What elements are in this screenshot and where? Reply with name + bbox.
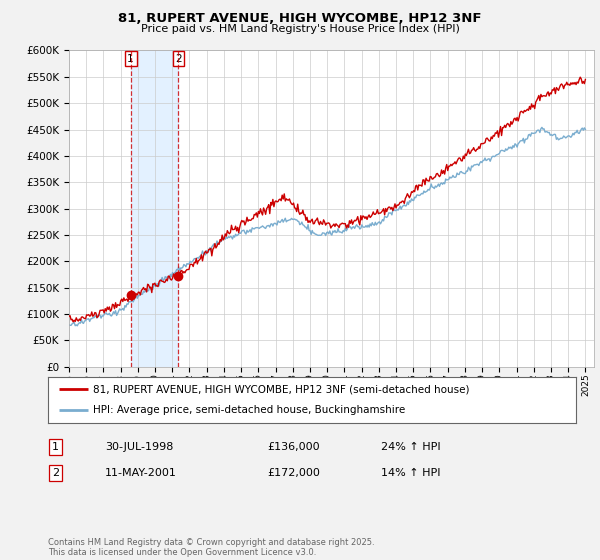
Text: Price paid vs. HM Land Registry's House Price Index (HPI): Price paid vs. HM Land Registry's House … (140, 24, 460, 34)
Text: 14% ↑ HPI: 14% ↑ HPI (381, 468, 440, 478)
Text: 1: 1 (127, 54, 134, 64)
Bar (131, 50, 178, 367)
Text: 24% ↑ HPI: 24% ↑ HPI (381, 442, 440, 452)
Text: 2: 2 (175, 54, 182, 64)
Text: 11-MAY-2001: 11-MAY-2001 (105, 468, 177, 478)
Text: £136,000: £136,000 (267, 442, 320, 452)
Text: 81, RUPERT AVENUE, HIGH WYCOMBE, HP12 3NF: 81, RUPERT AVENUE, HIGH WYCOMBE, HP12 3N… (118, 12, 482, 25)
Text: Contains HM Land Registry data © Crown copyright and database right 2025.
This d: Contains HM Land Registry data © Crown c… (48, 538, 374, 557)
Text: £172,000: £172,000 (267, 468, 320, 478)
Text: 81, RUPERT AVENUE, HIGH WYCOMBE, HP12 3NF (semi-detached house): 81, RUPERT AVENUE, HIGH WYCOMBE, HP12 3N… (93, 384, 469, 394)
Text: 2: 2 (52, 468, 59, 478)
Text: 30-JUL-1998: 30-JUL-1998 (105, 442, 173, 452)
Text: HPI: Average price, semi-detached house, Buckinghamshire: HPI: Average price, semi-detached house,… (93, 405, 405, 416)
Text: 1: 1 (52, 442, 59, 452)
